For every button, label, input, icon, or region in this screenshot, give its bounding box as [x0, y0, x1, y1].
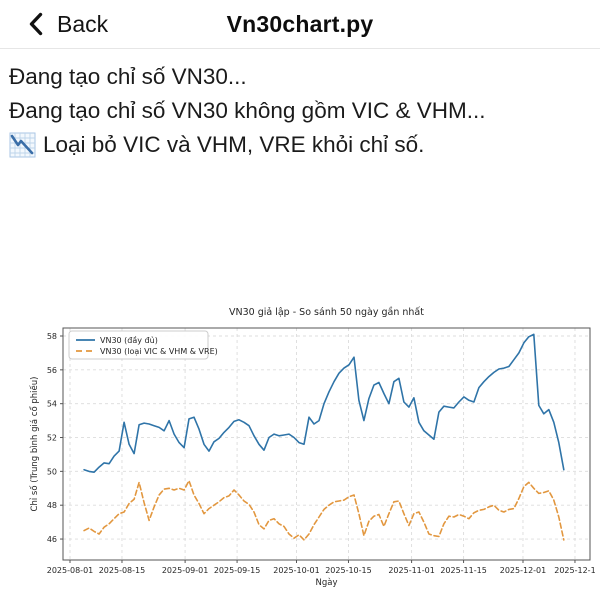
x-tick-label: 2025-09-15: [214, 566, 261, 575]
back-button[interactable]: Back: [28, 0, 108, 48]
legend-label: VN30 (loại VIC & VHM & VRE): [100, 347, 218, 357]
x-tick-label: 2025-12-01: [500, 566, 547, 575]
console-output: Đang tạo chỉ số VN30... Đang tạo chỉ số …: [9, 60, 596, 162]
back-button-label: Back: [57, 10, 109, 37]
legend-label: VN30 (đầy đủ): [100, 335, 158, 345]
x-tick-label: 2025-09-01: [162, 566, 209, 575]
vn30-line-chart: 2025-08-01 2025-08-15 2025-09-01 2025-09-15…: [29, 307, 596, 588]
console-line: Loại bỏ VIC và VHM, VRE khỏi chỉ số.: [9, 128, 596, 162]
console-line: Đang tạo chỉ số VN30...: [9, 64, 247, 89]
y-axis-label: Chỉ số (Trung bình giá cổ phiếu): [29, 377, 40, 512]
chevron-left-icon: [29, 12, 43, 36]
y-tick-label: 52: [47, 434, 57, 443]
series-line-1: [83, 479, 565, 541]
plot-frame: [62, 327, 591, 561]
y-tick-label: 54: [47, 400, 57, 409]
x-axis-label: Ngày: [316, 578, 338, 588]
x-tick-label: 2025-08-15: [99, 566, 146, 575]
header-divider: [0, 48, 600, 49]
x-tick-label: 2025-11-15: [440, 566, 487, 575]
legend: [68, 330, 209, 360]
x-tick-label: 2025-10-15: [325, 566, 372, 575]
x-axis: [69, 560, 576, 563]
console-line: Đang tạo chỉ số VN30 không gồm VIC & VHM…: [9, 98, 486, 123]
x-tick-label: 2025-10-01: [273, 566, 320, 575]
x-tick-label: 2025-11-01: [388, 566, 435, 575]
grid-lines: [63, 328, 590, 560]
y-tick-label: 58: [47, 332, 57, 341]
x-tick-label: 2025-08-01: [47, 566, 94, 575]
y-tick-label: 50: [47, 467, 57, 476]
chart-figure: 2025-08-01 2025-08-15 2025-09-01 2025-09-15…: [0, 300, 600, 600]
series-line-0: [83, 333, 565, 473]
x-tick-label: 2025-12-1: [554, 566, 595, 575]
y-tick-label: 46: [47, 535, 57, 544]
y-tick-label: 56: [47, 366, 57, 375]
header-bar: Back Vn30chart.py: [0, 0, 600, 48]
y-axis: [60, 335, 63, 540]
console-line-text: Loại bỏ VIC và VHM, VRE khỏi chỉ số.: [43, 132, 425, 157]
chart-title: VN30 giả lập - So sánh 50 ngày gần nhất: [229, 307, 424, 318]
page-title: Vn30chart.py: [226, 10, 374, 37]
chart-decreasing-icon: [9, 132, 36, 158]
y-tick-label: 48: [47, 501, 57, 510]
